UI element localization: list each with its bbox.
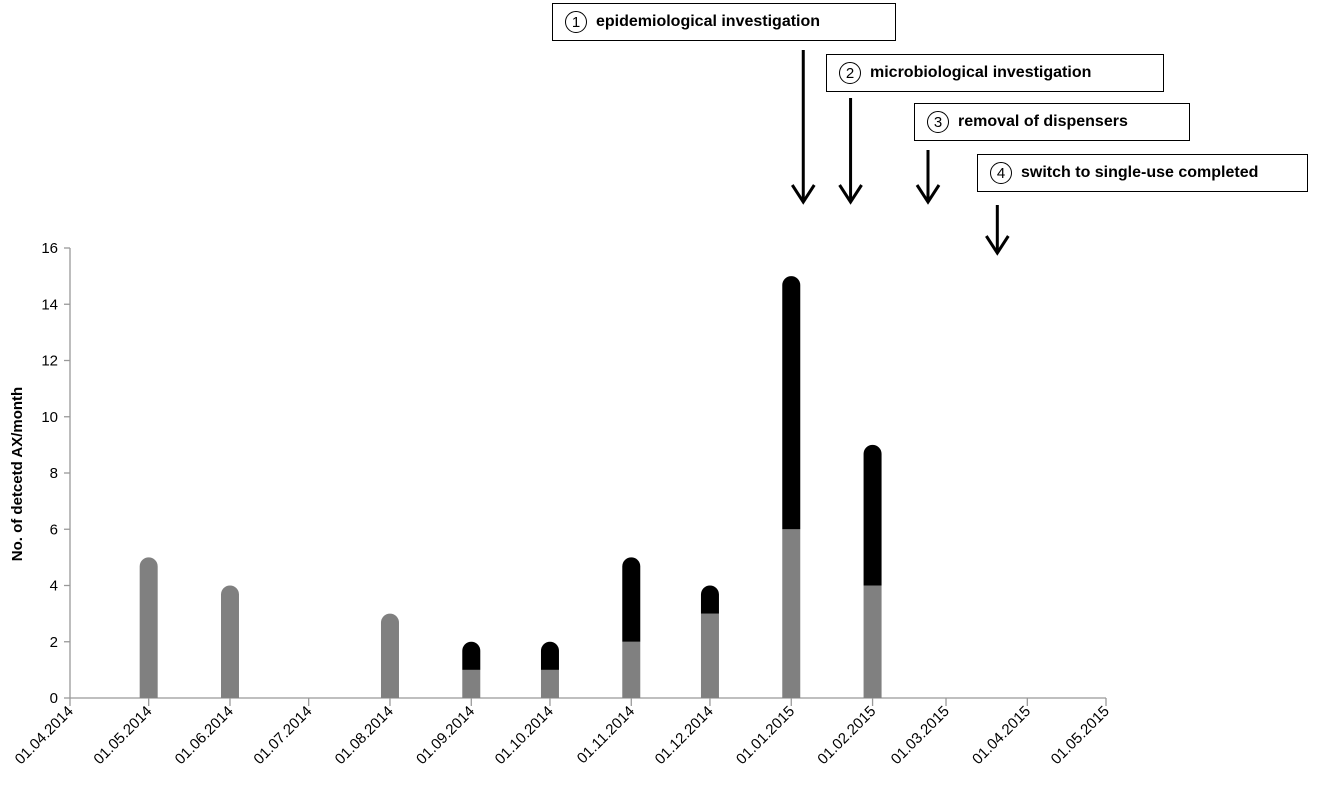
y-tick-label: 16 [41, 240, 58, 257]
y-tick-label: 14 [41, 296, 58, 313]
annotation-arrow-head [915, 184, 941, 205]
bars [139, 276, 882, 698]
y-tick-label: 6 [50, 521, 58, 538]
annotation-box: 2 microbiological investigation [826, 54, 1164, 92]
bar-segment-grey [622, 641, 641, 698]
annotation-number: 2 [839, 62, 861, 84]
bar-segment-black [700, 585, 719, 614]
x-tick-label: 01.08.2014 [332, 703, 397, 768]
y-tick-label: 2 [50, 634, 58, 651]
bar-segment-grey [540, 669, 559, 698]
annotation-number: 1 [565, 11, 587, 33]
x-tick-label: 01.07.2014 [250, 703, 315, 768]
annotation-box: 4 switch to single-use completed [977, 154, 1308, 192]
x-tick-label: 01.11.2014 [574, 703, 638, 767]
bar-segment-grey [462, 669, 481, 698]
x-tick-label: 01.01.2015 [733, 703, 798, 768]
bar-segment-black [863, 444, 882, 586]
bar-segment-grey [782, 529, 801, 698]
bar-segment-black [462, 641, 481, 670]
y-tick-label: 12 [41, 353, 58, 370]
bar-segment-black [622, 557, 641, 642]
annotation-number: 3 [927, 111, 949, 133]
x-tick-label: 01.02.2015 [814, 703, 879, 768]
annotation-arrow-head [838, 184, 863, 205]
x-tick-label: 01.05.2015 [1048, 703, 1113, 768]
annotation-text: switch to single-use completed [1021, 164, 1259, 181]
annotation-box: 1 epidemiological investigation [552, 3, 896, 41]
annotation-arrows [791, 50, 1010, 256]
x-tick-label: 01.05.2014 [90, 703, 155, 768]
annotation-text: microbiological investigation [870, 64, 1092, 81]
x-tick-label: 01.12.2014 [652, 703, 717, 768]
annotation-arrow-head [985, 235, 1010, 256]
axes: 0 2 4 6 8 10 12 14 16 01.04.2014 01.05.2014 01.06.2… [12, 240, 1113, 768]
annotation-text: removal of dispensers [958, 113, 1128, 130]
x-tick-label: 01.06.2014 [172, 703, 237, 768]
bar-segment-grey [700, 613, 719, 698]
y-tick-label: 0 [50, 690, 58, 707]
annotation-text: epidemiological investigation [596, 13, 821, 30]
bar-segment-grey [863, 585, 882, 698]
x-tick-label: 01.04.2014 [12, 703, 77, 768]
x-tick-label: 01.04.2015 [969, 703, 1034, 768]
annotation-box: 3 removal of dispensers [914, 103, 1190, 141]
bar-segment-grey [139, 557, 158, 698]
bar-segment-black [782, 276, 801, 530]
y-axis-label: No. of detcetd AX/month [9, 387, 26, 561]
x-tick-label: 01.09.2014 [413, 703, 478, 768]
x-tick-label: 01.10.2014 [492, 703, 557, 768]
y-tick-label: 8 [50, 465, 58, 482]
x-tick-label: 01.03.2015 [888, 703, 953, 768]
annotation-number: 4 [990, 162, 1012, 184]
bar-segment-black [540, 641, 559, 670]
bar-segment-grey [380, 613, 399, 698]
bar-segment-grey [220, 585, 239, 698]
annotation-arrow-head [791, 184, 816, 205]
y-tick-label: 4 [50, 578, 58, 595]
y-tick-label: 10 [41, 409, 58, 426]
